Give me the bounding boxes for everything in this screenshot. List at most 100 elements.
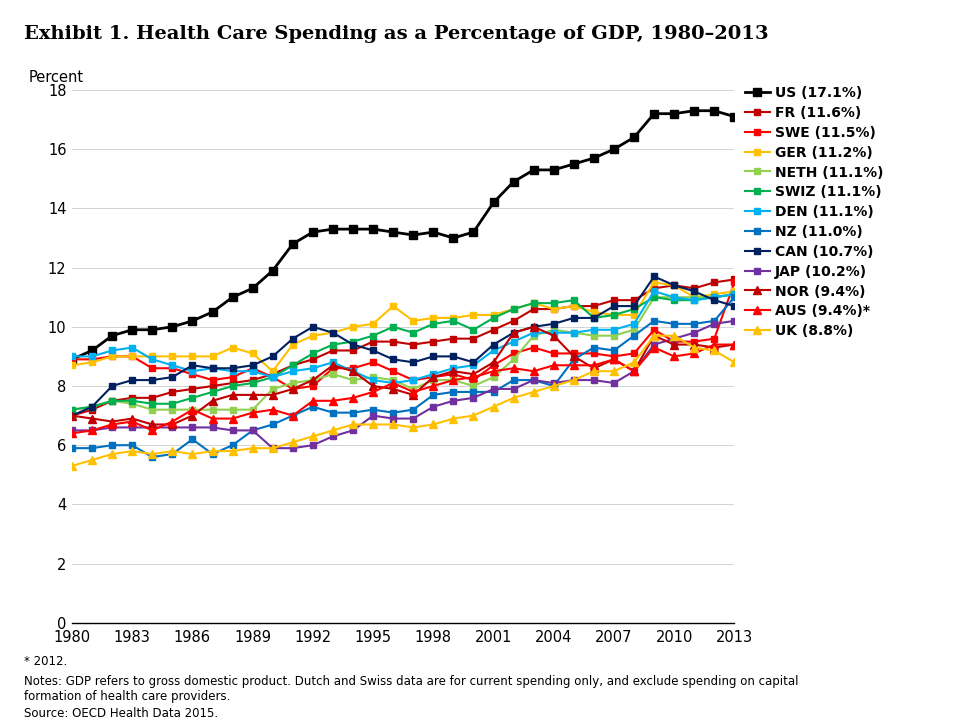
SWE (11.5%) [227, 373, 238, 382]
US (17.1%) [568, 160, 580, 168]
SWE (11.5%) [167, 364, 179, 372]
CAN (10.7%) [287, 334, 299, 343]
UK (8.8%) [668, 331, 680, 340]
NZ (11.0%) [729, 293, 740, 302]
JAP (10.2%) [427, 402, 439, 411]
NOR (9.4%) [609, 355, 620, 364]
AUS (9.4%)* [427, 382, 439, 390]
GER (11.2%) [427, 314, 439, 323]
DEN (11.1%) [447, 364, 459, 372]
SWIZ (11.1%) [628, 305, 639, 313]
Text: Percent: Percent [29, 70, 84, 85]
FR (11.6%) [528, 305, 540, 313]
US (17.1%) [307, 228, 319, 236]
JAP (10.2%) [548, 379, 560, 387]
NETH (11.1%) [206, 405, 218, 414]
JAP (10.2%) [227, 426, 238, 435]
NZ (11.0%) [327, 408, 339, 417]
NETH (11.1%) [267, 384, 278, 393]
US (17.1%) [368, 225, 379, 233]
SWIZ (11.1%) [227, 382, 238, 390]
NOR (9.4%) [348, 367, 359, 376]
SWE (11.5%) [628, 349, 639, 358]
SWE (11.5%) [488, 361, 499, 369]
DEN (11.1%) [206, 364, 218, 372]
FR (11.6%) [668, 281, 680, 289]
SWE (11.5%) [568, 349, 580, 358]
FR (11.6%) [227, 379, 238, 387]
SWE (11.5%) [609, 352, 620, 361]
GER (11.2%) [488, 310, 499, 319]
SWE (11.5%) [388, 367, 399, 376]
Line: CAN (10.7%): CAN (10.7%) [68, 273, 738, 419]
NETH (11.1%) [468, 382, 479, 390]
NZ (11.0%) [186, 435, 198, 444]
UK (8.8%) [127, 447, 138, 456]
US (17.1%) [447, 234, 459, 243]
SWE (11.5%) [708, 334, 720, 343]
FR (11.6%) [729, 275, 740, 284]
GER (11.2%) [648, 278, 660, 287]
CAN (10.7%) [447, 352, 459, 361]
NETH (11.1%) [167, 405, 179, 414]
NETH (11.1%) [688, 293, 700, 302]
CAN (10.7%) [588, 314, 600, 323]
CAN (10.7%) [167, 373, 179, 382]
JAP (10.2%) [688, 328, 700, 337]
SWE (11.5%) [66, 355, 78, 364]
NOR (9.4%) [186, 411, 198, 420]
JAP (10.2%) [206, 423, 218, 432]
NZ (11.0%) [167, 450, 179, 459]
Text: Source: OECD Health Data 2015.: Source: OECD Health Data 2015. [24, 707, 218, 720]
UK (8.8%) [368, 420, 379, 429]
DEN (11.1%) [708, 293, 720, 302]
NOR (9.4%) [588, 364, 600, 372]
NOR (9.4%) [127, 414, 138, 423]
FR (11.6%) [407, 341, 419, 349]
DEN (11.1%) [427, 370, 439, 379]
Line: US (17.1%): US (17.1%) [68, 107, 738, 364]
NOR (9.4%) [729, 341, 740, 349]
NETH (11.1%) [86, 402, 98, 411]
UK (8.8%) [588, 367, 600, 376]
FR (11.6%) [327, 346, 339, 355]
NOR (9.4%) [628, 367, 639, 376]
DEN (11.1%) [548, 328, 560, 337]
NZ (11.0%) [407, 405, 419, 414]
DEN (11.1%) [729, 290, 740, 299]
JAP (10.2%) [368, 411, 379, 420]
AUS (9.4%)* [447, 376, 459, 384]
NOR (9.4%) [307, 376, 319, 384]
NZ (11.0%) [127, 441, 138, 449]
SWIZ (11.1%) [488, 314, 499, 323]
UK (8.8%) [628, 358, 639, 366]
NZ (11.0%) [388, 408, 399, 417]
FR (11.6%) [287, 361, 299, 369]
NETH (11.1%) [407, 384, 419, 393]
FR (11.6%) [648, 284, 660, 292]
US (17.1%) [729, 112, 740, 121]
DEN (11.1%) [568, 328, 580, 337]
CAN (10.7%) [729, 302, 740, 310]
UK (8.8%) [327, 426, 339, 435]
SWIZ (11.1%) [447, 317, 459, 325]
US (17.1%) [206, 307, 218, 316]
CAN (10.7%) [488, 341, 499, 349]
US (17.1%) [628, 133, 639, 142]
GER (11.2%) [368, 320, 379, 328]
US (17.1%) [227, 293, 238, 302]
JAP (10.2%) [668, 334, 680, 343]
NOR (9.4%) [107, 417, 118, 426]
NOR (9.4%) [327, 361, 339, 369]
NOR (9.4%) [267, 390, 278, 399]
FR (11.6%) [427, 337, 439, 346]
DEN (11.1%) [668, 293, 680, 302]
AUS (9.4%)* [568, 361, 580, 369]
CAN (10.7%) [708, 296, 720, 305]
FR (11.6%) [609, 296, 620, 305]
CAN (10.7%) [368, 346, 379, 355]
NZ (11.0%) [368, 405, 379, 414]
NZ (11.0%) [267, 420, 278, 429]
NZ (11.0%) [468, 387, 479, 396]
NZ (11.0%) [147, 453, 158, 462]
